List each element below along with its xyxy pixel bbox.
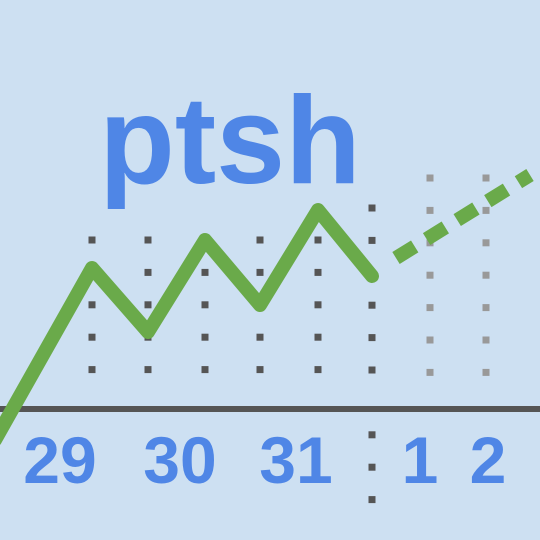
grid-dot (201, 333, 209, 341)
grid-dot (88, 333, 96, 341)
grid-dot (314, 268, 322, 276)
date-label-29: 29 (23, 423, 96, 497)
date-label-1: 1 (402, 423, 439, 497)
grid-dot (144, 236, 152, 244)
grid-dot (368, 431, 376, 439)
grid-dot (482, 304, 490, 312)
grid-dot (256, 268, 264, 276)
grid-dot (482, 239, 490, 247)
grid-dot (88, 366, 96, 374)
grid-dot (368, 496, 376, 504)
trend-line (0, 203, 379, 445)
grid-dot (368, 204, 376, 212)
grid-dot (426, 304, 434, 312)
grid-dot (144, 268, 152, 276)
grid-dot (201, 268, 209, 276)
grid-dot (426, 368, 434, 376)
grid-dot (368, 463, 376, 471)
date-label-31: 31 (259, 423, 332, 497)
date-label-30: 30 (143, 423, 216, 497)
date-label-2: 2 (470, 423, 507, 497)
grid-dot (426, 206, 434, 214)
grid-dot (482, 206, 490, 214)
grid-dot (368, 236, 376, 244)
grid-dot (314, 236, 322, 244)
grid-dot (482, 271, 490, 279)
grid-dot (201, 366, 209, 374)
grid-dot (256, 236, 264, 244)
grid-dot (426, 174, 434, 182)
grid-dot (314, 301, 322, 309)
grid-dot (314, 333, 322, 341)
grid-dot (482, 174, 490, 182)
grid-dot (368, 334, 376, 342)
app-title: ptsh (99, 72, 361, 210)
grid-dot (144, 366, 152, 374)
grid-dot (201, 301, 209, 309)
grid-dot (426, 336, 434, 344)
grid-dot (144, 301, 152, 309)
grid-dot (368, 301, 376, 309)
grid-dot (426, 271, 434, 279)
grid-dot (482, 336, 490, 344)
grid-dot (88, 301, 96, 309)
dotted-grid (88, 174, 490, 504)
grid-dot (88, 236, 96, 244)
grid-dot (256, 333, 264, 341)
projection-line (392, 169, 534, 264)
grid-dot (368, 366, 376, 374)
grid-dot (482, 368, 490, 376)
grid-dot (314, 366, 322, 374)
grid-dot (256, 366, 264, 374)
